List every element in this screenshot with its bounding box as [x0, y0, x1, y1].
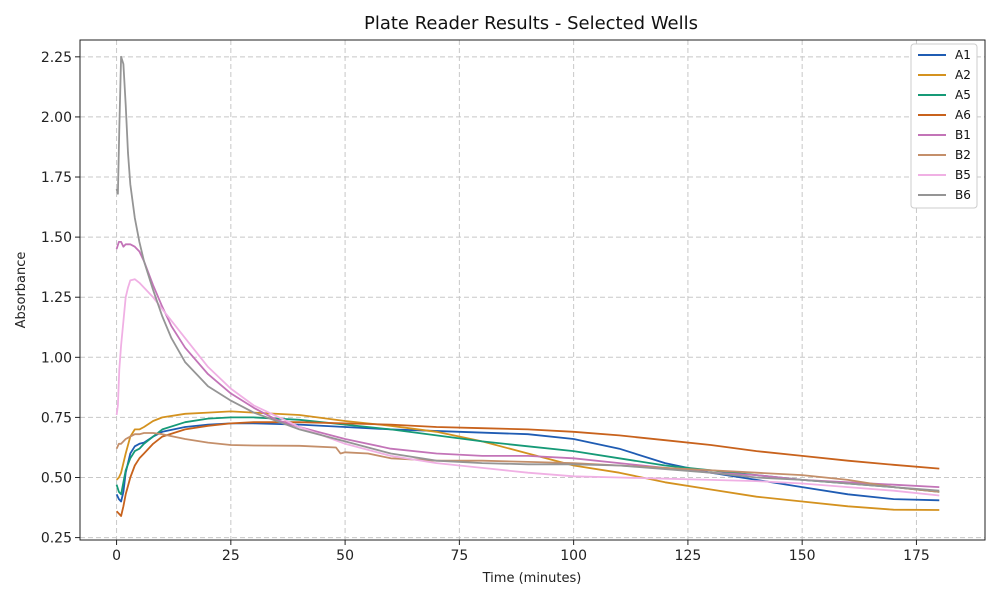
x-axis-ticks: 0 25 50 75 100 125 150 175 [112, 540, 930, 564]
x-tick-label: 150 [789, 548, 816, 564]
x-tick-label: 175 [903, 548, 930, 564]
series-line-a2 [115, 410, 940, 511]
plot-frame [79, 39, 986, 541]
y-tick-label: 1.00 [41, 350, 72, 366]
legend-label-a6: A6 [955, 108, 971, 122]
y-tick-label: 1.75 [41, 170, 72, 186]
y-tick-label: 1.50 [41, 230, 72, 246]
y-tick-label: 1.25 [41, 290, 72, 306]
x-tick-label: 100 [560, 548, 587, 564]
legend-label-b6: B6 [955, 188, 971, 202]
series-line-b6 [115, 55, 940, 492]
series-line-a6 [115, 421, 940, 517]
x-tick-label: 75 [450, 548, 468, 564]
chart-title: Plate Reader Results - Selected Wells [364, 13, 698, 34]
y-tick-label: 0.75 [41, 410, 72, 426]
x-tick-label: 50 [336, 548, 354, 564]
legend-label-a5: A5 [955, 88, 971, 102]
series-lines [115, 55, 940, 517]
x-tick-label: 0 [112, 548, 121, 564]
legend-label-b5: B5 [955, 168, 971, 182]
legend-items: A1 A2 A5 A6 B1 B2 B5 B6 [918, 48, 971, 202]
legend-box [910, 43, 978, 209]
legend-label-a2: A2 [955, 68, 971, 82]
x-tick-label: 25 [222, 548, 240, 564]
y-tick-label: 2.25 [41, 50, 72, 66]
legend-label-a1: A1 [955, 48, 971, 62]
y-tick-label: 2.00 [41, 110, 72, 126]
y-tick-label: 0.50 [41, 471, 72, 487]
x-axis-label: Time (minutes) [482, 571, 582, 586]
y-axis-label: Absorbance [14, 252, 29, 329]
legend-label-b2: B2 [955, 148, 971, 162]
y-tick-label: 0.25 [41, 531, 72, 547]
legend-label-b1: B1 [955, 128, 971, 142]
series-line-b2 [115, 432, 940, 493]
series-line-b1 [115, 240, 940, 488]
y-axis-ticks: 0.25 0.50 0.75 1.00 1.25 1.50 1.75 2.00 2.25 [41, 50, 80, 547]
grid [80, 40, 985, 540]
legend: A1 A2 A5 A6 B1 B2 B5 B6 [910, 43, 978, 209]
x-tick-label: 125 [675, 548, 702, 564]
series-line-b5 [115, 278, 940, 497]
